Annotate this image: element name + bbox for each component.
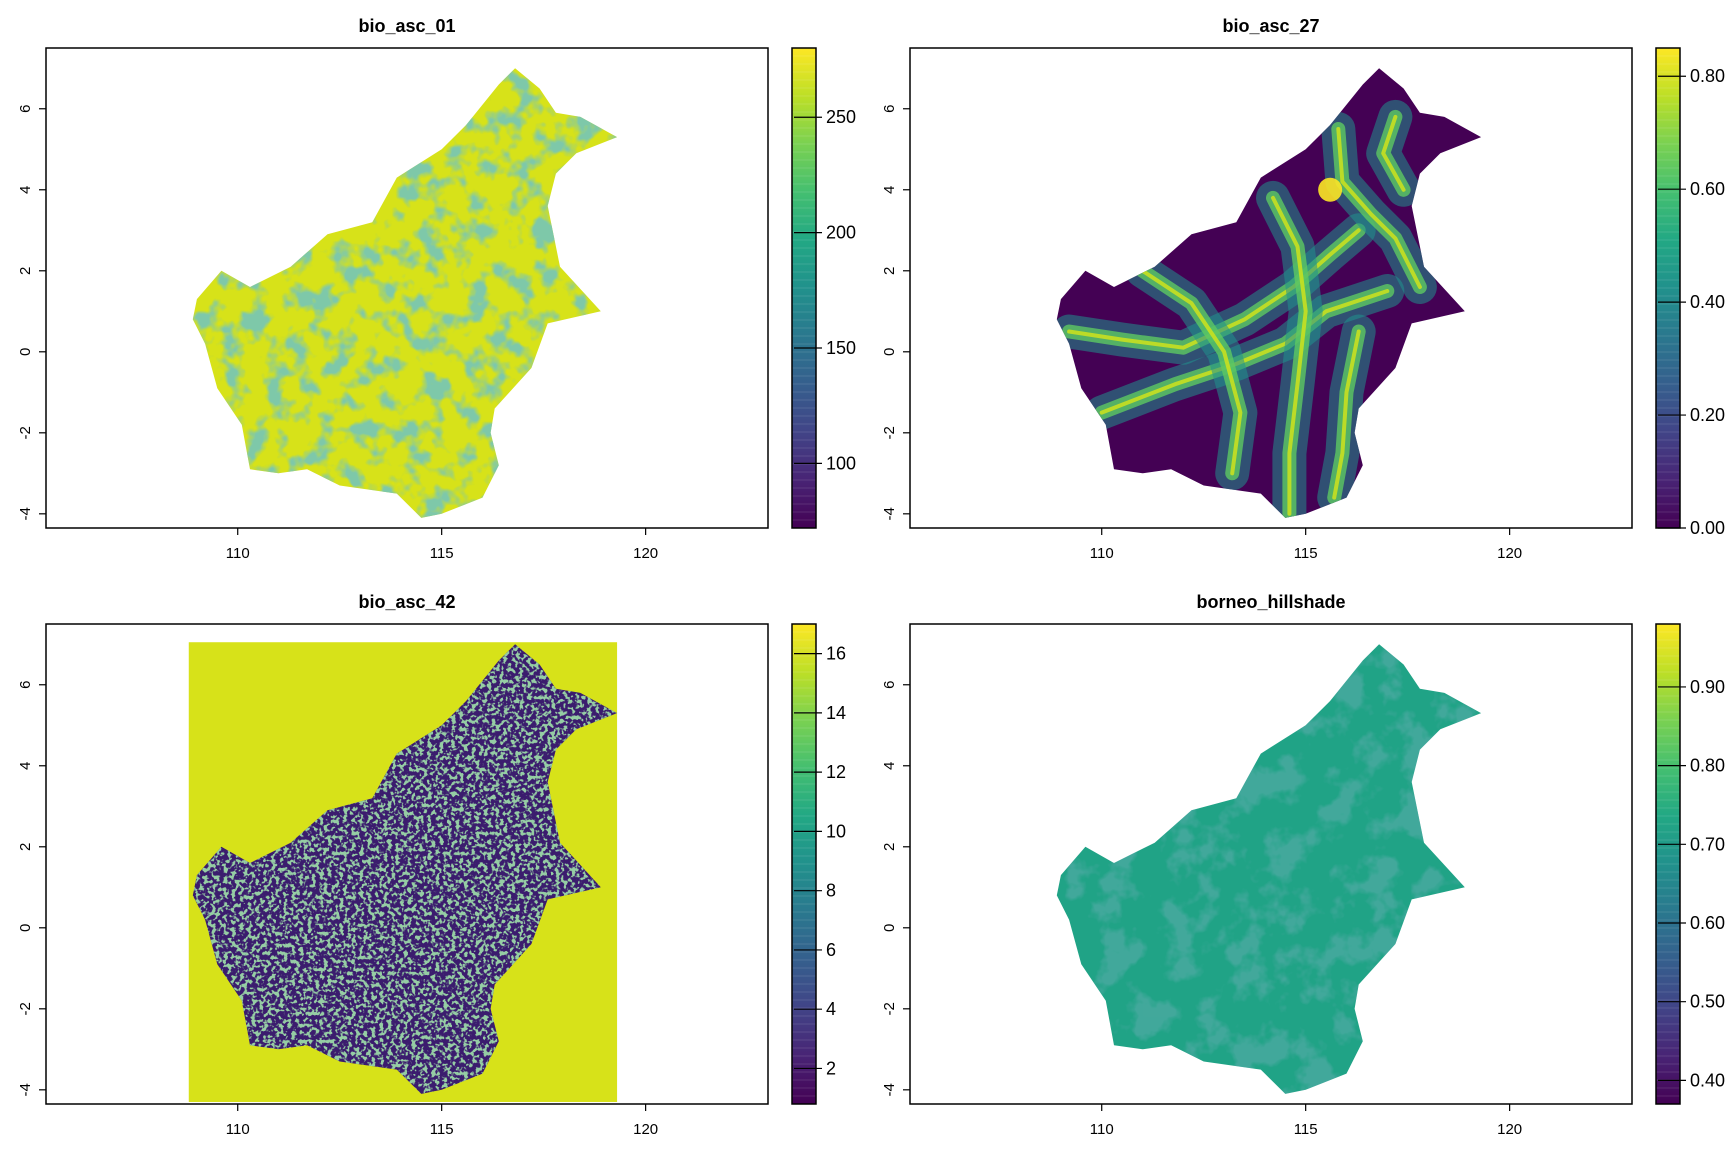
panel-3: bio_asc_42 110 115 120 -4 -2 0 2 4 6 2 4 6 8 10 12 14 16 <box>17 592 846 1138</box>
colorbar-tick-label: 0.40 <box>1690 292 1725 312</box>
y-tick-label: 0 <box>881 348 898 356</box>
colorbar-tick-label: 6 <box>826 940 836 960</box>
colorbar-tick-label: 0.00 <box>1690 518 1725 538</box>
colorbar: 2 4 6 8 10 12 14 16 <box>791 623 846 1105</box>
y-tick-label: 2 <box>17 843 34 851</box>
colorbar: 0.40 0.50 0.60 0.70 0.80 0.90 <box>1655 623 1725 1105</box>
panel-title: bio_asc_27 <box>1222 16 1319 36</box>
colorbar-tick-label: 0.60 <box>1690 179 1725 199</box>
y-tick-label: 2 <box>881 267 898 275</box>
y-tick-label: 2 <box>17 267 34 275</box>
colorbar: 100 150 200 250 <box>791 47 856 529</box>
x-tick-label: 110 <box>226 1121 250 1138</box>
colorbar-tick-label: 16 <box>826 644 846 664</box>
colorbar-tick-label: 0.80 <box>1690 756 1725 776</box>
y-tick-label: 0 <box>17 924 34 932</box>
colorbar-tick-label: 0.20 <box>1690 405 1725 425</box>
colorbar-tick-label: 200 <box>826 223 856 243</box>
raster-texture <box>1056 644 1482 1094</box>
x-tick-label: 110 <box>226 545 250 562</box>
colorbar-tick-label: 10 <box>826 821 846 841</box>
colorbar-frame <box>791 623 817 1105</box>
colorbar: 0.00 0.20 0.40 0.60 0.80 <box>1655 47 1725 538</box>
colorbar-gradient <box>792 48 816 528</box>
x-tick-label: 110 <box>1090 545 1114 562</box>
raster-layer <box>1056 68 1482 518</box>
panel-4: borneo_hillshade 110 115 120 -4 -2 0 2 4 6 0.40 0.5… <box>881 592 1725 1138</box>
x-tick-label: 115 <box>1294 1121 1318 1138</box>
y-tick-label: -4 <box>881 507 898 520</box>
panel-title: bio_asc_01 <box>358 16 455 36</box>
colorbar-tick-label: 100 <box>826 453 856 473</box>
y-tick-label: -4 <box>17 507 34 520</box>
colorbar-tick-label: 4 <box>826 999 836 1019</box>
colorbar-tick-label: 8 <box>826 881 836 901</box>
x-tick-label: 115 <box>1294 545 1318 562</box>
y-tick-label: -4 <box>881 1083 898 1096</box>
colorbar-tick-label: 0.80 <box>1690 66 1725 86</box>
plot-frame <box>45 623 769 1105</box>
y-tick-label: -2 <box>881 1002 898 1015</box>
colorbar-gradient <box>792 624 816 1104</box>
y-tick-label: 4 <box>881 186 898 194</box>
colorbar-gradient <box>1656 624 1680 1104</box>
y-tick-label: 4 <box>17 762 34 770</box>
x-tick-label: 120 <box>633 1121 658 1138</box>
x-tick-label: 120 <box>633 545 658 562</box>
y-tick-label: 4 <box>17 186 34 194</box>
colorbar-tick-label: 0.40 <box>1690 1070 1725 1090</box>
colorbar-tick-label: 150 <box>826 338 856 358</box>
y-tick-label: 0 <box>881 924 898 932</box>
colorbar-gradient <box>1656 48 1680 528</box>
colorbar-tick-label: 0.90 <box>1690 677 1725 697</box>
colorbar-tick-label: 0.60 <box>1690 913 1725 933</box>
y-tick-label: 6 <box>17 681 34 689</box>
colorbar-tick-label: 14 <box>826 703 846 723</box>
colorbar-tick-label: 0.70 <box>1690 834 1725 854</box>
colorbar-tick-label: 2 <box>826 1058 836 1078</box>
y-tick-label: 2 <box>881 843 898 851</box>
y-tick-label: 6 <box>881 681 898 689</box>
y-tick-label: 6 <box>17 105 34 113</box>
panel-1: bio_asc_01 110 115 120 -4 -2 0 2 4 6 100 150 200 250 <box>17 16 856 562</box>
plot-frame <box>909 623 1633 1105</box>
raster-layer <box>188 642 618 1102</box>
colorbar-tick-label: 250 <box>826 107 856 127</box>
y-tick-label: 6 <box>881 105 898 113</box>
colorbar-tick-label: 0.50 <box>1690 992 1725 1012</box>
colorbar-frame <box>791 47 817 529</box>
panel-title: borneo_hillshade <box>1196 592 1345 612</box>
plot-frame <box>45 47 769 529</box>
x-tick-label: 120 <box>1497 545 1522 562</box>
colorbar-frame <box>1655 623 1681 1105</box>
y-tick-label: -2 <box>17 1002 34 1015</box>
raster-layer <box>1056 644 1482 1094</box>
y-tick-label: -4 <box>17 1083 34 1096</box>
y-tick-label: 4 <box>881 762 898 770</box>
y-tick-label: 0 <box>17 348 34 356</box>
y-tick-label: -2 <box>881 426 898 439</box>
raster-layer <box>192 68 618 518</box>
y-tick-label: -2 <box>17 426 34 439</box>
x-tick-label: 115 <box>430 545 454 562</box>
panel-title: bio_asc_42 <box>358 592 455 612</box>
raster-texture <box>192 68 618 518</box>
x-tick-label: 115 <box>430 1121 454 1138</box>
x-tick-label: 110 <box>1090 1121 1114 1138</box>
colorbar-tick-label: 12 <box>826 762 846 782</box>
plot-frame <box>909 47 1633 529</box>
x-tick-label: 120 <box>1497 1121 1522 1138</box>
